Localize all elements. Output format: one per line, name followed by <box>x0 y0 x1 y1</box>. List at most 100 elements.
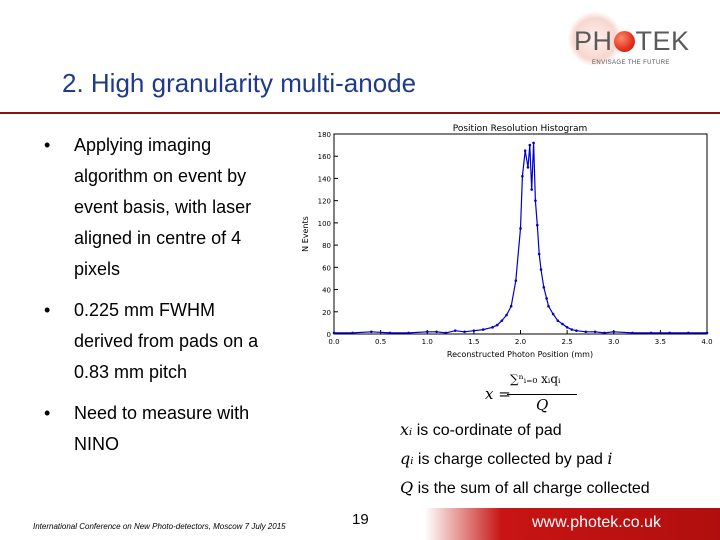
photek-logo: PH TEK ENVISAGE THE FUTURE <box>560 12 700 72</box>
y-tick-label: 140 <box>318 175 331 183</box>
bullet-item: • Applying imaging algorithm on event by… <box>42 130 292 285</box>
slide-title: 2. High granularity multi-anode <box>62 68 417 98</box>
data-point <box>332 331 336 335</box>
logo-glow <box>568 12 622 66</box>
x-tick-label: 0.0 <box>328 338 339 346</box>
data-point <box>500 319 504 322</box>
data-point <box>521 174 524 178</box>
logo-dot-icon <box>613 31 635 52</box>
data-point <box>495 323 499 327</box>
data-point <box>530 188 533 191</box>
data-point <box>523 149 527 152</box>
definition-row: Q is the sum of all charge collected <box>400 478 720 507</box>
bullet-icon: • <box>44 403 51 423</box>
y-tick-label: 180 <box>318 131 331 139</box>
data-point <box>584 330 588 334</box>
bullet-line: Applying imaging <box>74 135 212 155</box>
data-point <box>514 279 518 282</box>
bullet-icon: • <box>44 300 51 320</box>
data-point <box>575 329 578 332</box>
conference-footer: International Conference on New Photo-de… <box>33 522 286 531</box>
definition-symbol: Q <box>400 478 414 497</box>
x-tick-label: 3.0 <box>608 338 619 346</box>
y-tick-label: 160 <box>318 153 331 161</box>
x-tick-label: 2.0 <box>515 338 526 346</box>
variable-definitions: xᵢ is co-ordinate of pad qᵢ is charge co… <box>400 420 720 507</box>
data-point <box>593 330 597 334</box>
x-tick-label: 1.0 <box>422 338 433 346</box>
definition-row: xᵢ is co-ordinate of pad <box>400 420 720 449</box>
data-point <box>556 319 560 322</box>
definition-text: is the sum of all charge collected <box>413 480 650 497</box>
data-point <box>425 330 429 334</box>
bullet-list: • Applying imaging algorithm on event by… <box>42 130 292 470</box>
data-point <box>561 322 564 326</box>
definition-text: is co-ordinate of pad <box>412 422 562 439</box>
data-point <box>491 326 494 329</box>
bullet-item: • Need to measure with NINO <box>42 398 292 460</box>
y-tick-label: 80 <box>322 242 331 250</box>
data-point <box>539 268 543 271</box>
data-point <box>687 331 690 335</box>
data-point <box>545 297 548 300</box>
x-tick-label: 2.5 <box>562 338 573 346</box>
data-point <box>537 252 541 256</box>
y-tick-label: 100 <box>318 220 331 228</box>
series-points <box>332 141 709 335</box>
title-divider <box>0 112 720 114</box>
bullet-line: event basis, with laser <box>74 197 252 217</box>
data-point <box>519 227 522 230</box>
y-tick-label: 40 <box>322 287 331 295</box>
bullet-line: derived from pads on a <box>74 331 259 351</box>
bullet-line: pixels <box>74 259 121 279</box>
data-point <box>532 141 535 145</box>
definition-symbol: qᵢ <box>400 449 414 468</box>
y-tick-label: 60 <box>322 264 331 272</box>
data-point <box>435 330 438 334</box>
data-point <box>649 331 653 335</box>
data-point <box>388 331 392 335</box>
data-point <box>526 166 530 169</box>
bullet-line: 0.225 mm FWHM <box>74 300 216 320</box>
formula-denominator: Q <box>536 396 549 414</box>
data-point <box>505 313 508 317</box>
y-axis-label: N Events <box>301 216 310 252</box>
website-link[interactable]: www.photek.co.uk <box>532 514 661 531</box>
histogram-chart: 0 20 40 60 80 100 120 140 160 180 0.0 0.5 1.0 1.5 2.0… <box>301 124 713 359</box>
chart-title: Position Resolution Histogram <box>453 124 587 134</box>
fraction-bar <box>507 394 577 395</box>
data-point <box>351 331 354 335</box>
y-tick-label: 120 <box>318 198 331 206</box>
x-tick-label: 0.5 <box>375 338 386 346</box>
y-tick-label: 20 <box>322 309 331 317</box>
data-point <box>481 328 485 331</box>
formula-numerator: ∑ⁿᵢ₌₀ xᵢqᵢ <box>510 372 561 386</box>
data-point <box>631 331 634 335</box>
data-point <box>535 223 539 227</box>
data-point <box>472 329 476 332</box>
data-point <box>565 326 569 329</box>
definition-symbol: xᵢ <box>400 420 413 439</box>
bullet-line: NINO <box>74 434 119 454</box>
bullet-item: • 0.225 mm FWHM derived from pads on a 0… <box>42 295 292 388</box>
x-tick-label: 1.5 <box>468 338 479 346</box>
page-number: 19 <box>352 511 369 528</box>
x-tick-label: 4.0 <box>701 338 712 346</box>
data-point <box>603 331 606 335</box>
footer-bar <box>425 508 720 540</box>
y-ticks: 0 20 40 60 80 100 120 140 160 180 <box>318 131 338 339</box>
bullet-line: algorithm on event by <box>74 166 247 186</box>
data-point <box>444 331 448 335</box>
data-point <box>570 328 574 331</box>
data-point <box>542 286 546 289</box>
bullet-icon: • <box>44 135 51 155</box>
data-point <box>453 329 457 332</box>
data-point <box>509 304 513 308</box>
data-point <box>612 330 616 334</box>
x-tick-label: 3.5 <box>655 338 666 346</box>
bullet-line: 0.83 mm pitch <box>74 362 188 382</box>
data-point <box>528 143 532 147</box>
logo-tagline: ENVISAGE THE FUTURE <box>592 60 670 66</box>
definition-row: qᵢ is charge collected by pad i <box>400 449 720 478</box>
bullet-line: Need to measure with <box>74 403 250 423</box>
